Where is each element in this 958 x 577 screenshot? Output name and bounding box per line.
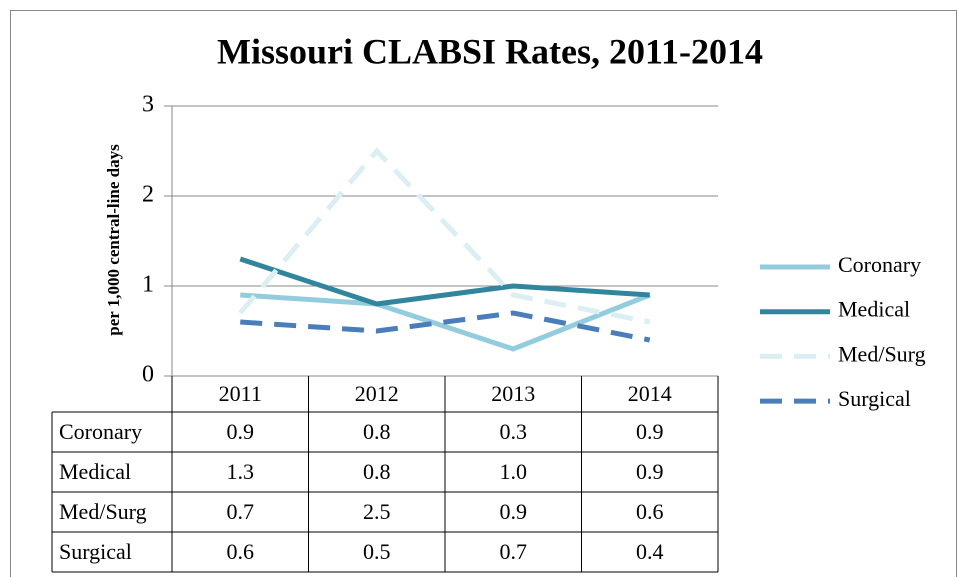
chart-border <box>10 10 957 577</box>
table-row-label: Coronary <box>59 419 142 444</box>
x-tick-label: 2014 <box>628 381 672 406</box>
table-cell: 0.9 <box>227 419 255 444</box>
y-tick-label: 0 <box>142 362 154 388</box>
chart-title: Missouri CLABSI Rates, 2011-2014 <box>217 31 763 71</box>
series-line <box>238 147 651 325</box>
y-axis-label: per 1,000 central-line days <box>104 144 123 336</box>
table-cell: 0.6 <box>227 539 255 564</box>
table-row-label: Med/Surg <box>59 499 147 524</box>
table-cell: 2.5 <box>363 499 391 524</box>
legend-label: Medical <box>838 297 910 322</box>
table-cell: 1.3 <box>227 459 255 484</box>
table-cell: 1.0 <box>500 459 528 484</box>
y-tick-label: 2 <box>142 182 154 208</box>
series-line <box>239 256 650 307</box>
table-cell: 0.9 <box>500 499 528 524</box>
y-tick-label: 3 <box>142 92 154 118</box>
legend-label: Med/Surg <box>838 341 926 366</box>
y-tick-label: 1 <box>142 272 154 298</box>
x-tick-label: 2012 <box>355 381 399 406</box>
table-cell: 0.7 <box>500 539 528 564</box>
x-tick-label: 2011 <box>219 381 262 406</box>
table-cell: 0.8 <box>363 459 391 484</box>
legend-label: Coronary <box>838 252 921 277</box>
table-cell: 0.5 <box>363 539 391 564</box>
series-line <box>240 310 651 343</box>
table-cell: 0.9 <box>636 459 664 484</box>
table-cell: 0.8 <box>363 419 391 444</box>
table-row-label: Surgical <box>59 539 132 564</box>
series-line <box>240 292 651 352</box>
table-cell: 0.7 <box>227 499 255 524</box>
legend-label: Surgical <box>838 386 911 411</box>
table-cell: 0.9 <box>636 419 664 444</box>
table-row-label: Medical <box>59 459 131 484</box>
table-cell: 0.4 <box>636 539 664 564</box>
x-tick-label: 2013 <box>491 381 535 406</box>
table-cell: 0.6 <box>636 499 664 524</box>
table-cell: 0.3 <box>500 419 528 444</box>
